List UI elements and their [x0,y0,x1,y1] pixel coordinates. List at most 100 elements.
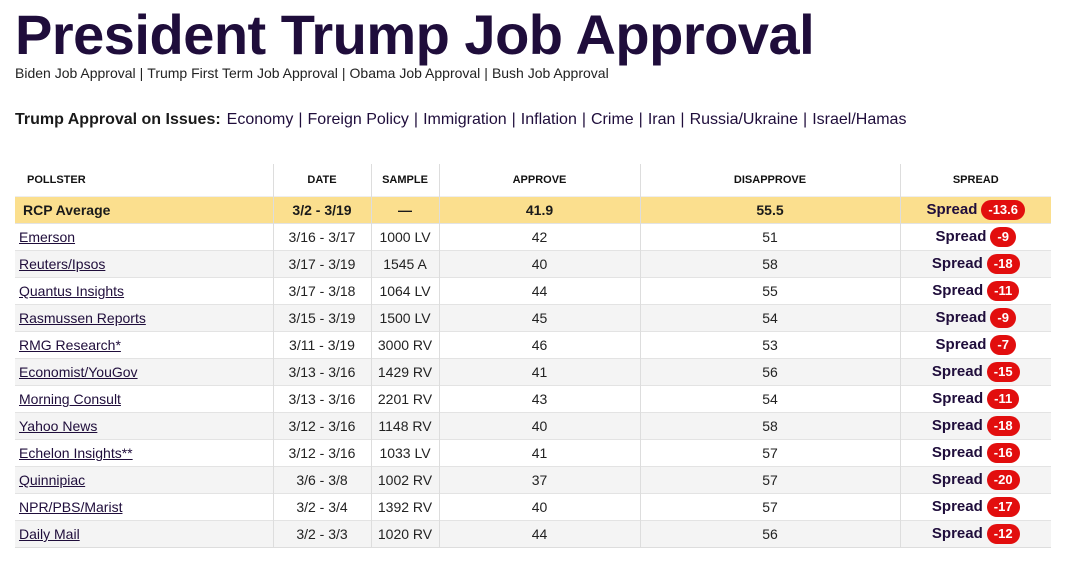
sample-cell: 1020 RV [370,520,439,548]
table-row: Emerson 3/16 - 3/17 1000 LV 42 51 Spread -9 [15,223,1051,251]
date-cell: 3/17 - 3/19 [272,250,371,278]
disapprove-cell: 57 [639,493,900,521]
table-row: Echelon Insights** 3/12 - 3/16 1033 LV 41 57… [15,439,1051,467]
pollster-cell: Quinnipiac [15,466,273,494]
link-trump-first-term-approval[interactable]: Trump First Term Job Approval [147,65,338,81]
link-obama-approval[interactable]: Obama Job Approval [349,65,481,81]
separator: | [413,111,419,128]
spread-label: Spread [931,497,983,515]
average-pollster: RCP Average [15,196,273,224]
header-date[interactable]: DATE [272,164,371,197]
spread-cell: Spread -11 [899,385,1051,413]
pollster-link[interactable]: Yahoo News [19,418,98,434]
pollster-cell: Yahoo News [15,412,273,440]
spread-badge: -12 [986,524,1020,544]
pollster-cell: Daily Mail [15,520,273,548]
pollster-link[interactable]: Echelon Insights** [19,445,133,461]
sample-cell: 1002 RV [370,466,439,494]
average-approve: 41.9 [438,196,640,224]
link-biden-approval[interactable]: Biden Job Approval [15,65,136,81]
link-bush-approval[interactable]: Bush Job Approval [491,65,609,81]
issue-link-iran[interactable]: Iran [647,111,676,128]
spread-label: Spread [931,254,983,272]
header-disapprove[interactable]: DISAPPROVE [639,164,900,197]
issues-label: Trump Approval on Issues: [15,111,221,128]
header-approve[interactable]: APPROVE [438,164,640,197]
approve-cell: 45 [438,304,640,332]
pollster-link[interactable]: Reuters/Ipsos [19,256,106,272]
spread-label: Spread [935,227,987,245]
spread-label: Spread [935,308,987,326]
sample-cell: 1000 LV [370,223,439,251]
spread-label: Spread [931,362,983,380]
spread-label: Spread [932,389,984,407]
header-pollster[interactable]: POLLSTER [27,174,86,186]
date-cell: 3/2 - 3/3 [272,520,371,548]
pollster-cell: Reuters/Ipsos [15,250,273,278]
sample-cell: 1033 LV [370,439,439,467]
separator: | [803,111,808,128]
issue-link-economy[interactable]: Economy [226,111,294,128]
pollster-link[interactable]: Economist/YouGov [19,364,138,380]
header-sample[interactable]: SAMPLE [370,164,439,197]
pollster-link[interactable]: RMG Research* [19,337,121,353]
pollster-link[interactable]: Emerson [19,229,76,245]
separator: | [581,111,586,128]
issues-nav: Trump Approval on Issues: Economy | Foreign… [15,111,906,129]
separator: | [484,65,488,81]
spread-badge: -16 [986,443,1020,463]
disapprove-cell: 56 [639,520,900,548]
disapprove-cell: 51 [639,223,900,251]
separator: | [341,65,346,81]
spread-cell: Spread -9 [899,304,1051,332]
approve-cell: 41 [438,358,640,386]
pollster-cell: NPR/PBS/Marist [15,493,273,521]
sample-cell: 1148 RV [370,412,439,440]
separator: | [680,111,685,128]
issue-link-inflation[interactable]: Inflation [520,111,577,128]
average-disapprove: 55.5 [639,196,900,224]
spread-cell: Spread -11 [899,277,1051,305]
approve-cell: 41 [438,439,640,467]
pollster-link[interactable]: NPR/PBS/Marist [19,499,123,515]
pollster-link[interactable]: Quantus Insights [19,283,125,299]
header-spread[interactable]: SPREAD [899,164,1051,197]
pollster-link[interactable]: Daily Mail [19,526,80,542]
table-row: Quantus Insights 3/17 - 3/18 1064 LV 44 55 Sp… [15,277,1051,305]
average-date: 3/2 - 3/19 [272,196,371,224]
issue-link-israel-hamas[interactable]: Israel/Hamas [812,111,907,128]
approve-cell: 42 [438,223,640,251]
table-header-row: POLLSTER DATE SAMPLE APPROVE DISAPPROVE … [15,164,1051,197]
table-row: RMG Research* 3/11 - 3/19 3000 RV 46 53 Sprea… [15,331,1051,359]
spread-badge: -15 [986,362,1020,382]
spread-label: Spread [931,416,983,434]
issue-link-immigration[interactable]: Immigration [423,111,507,128]
page-title: President Trump Job Approval [15,3,815,66]
spread-cell: Spread -9 [899,223,1051,251]
disapprove-cell: 54 [639,385,900,413]
issue-link-crime[interactable]: Crime [591,111,634,128]
disapprove-cell: 57 [639,466,900,494]
spread-cell: Spread -20 [899,466,1051,494]
disapprove-cell: 53 [639,331,900,359]
spread-badge: -20 [986,470,1020,490]
spread-badge: -11 [987,389,1020,409]
spread-cell: Spread -16 [899,439,1051,467]
pollster-link[interactable]: Morning Consult [19,391,121,407]
separator: | [139,65,144,81]
spread-label: Spread [932,281,984,299]
spread-cell: Spread -12 [899,520,1051,548]
disapprove-cell: 58 [639,250,900,278]
separator: | [298,111,303,128]
pollster-link[interactable]: Quinnipiac [19,472,86,488]
pollster-cell: Echelon Insights** [15,439,273,467]
issue-link-russia-ukraine[interactable]: Russia/Ukraine [689,111,799,128]
pollster-link[interactable]: Rasmussen Reports [19,310,146,326]
polls-table: POLLSTER DATE SAMPLE APPROVE DISAPPROVE … [15,164,1051,548]
issue-link-foreign-policy[interactable]: Foreign Policy [307,111,409,128]
disapprove-cell: 57 [639,439,900,467]
approve-cell: 40 [438,412,640,440]
sample-cell: 1064 LV [370,277,439,305]
pollster-cell: Emerson [15,223,273,251]
approve-cell: 46 [438,331,640,359]
